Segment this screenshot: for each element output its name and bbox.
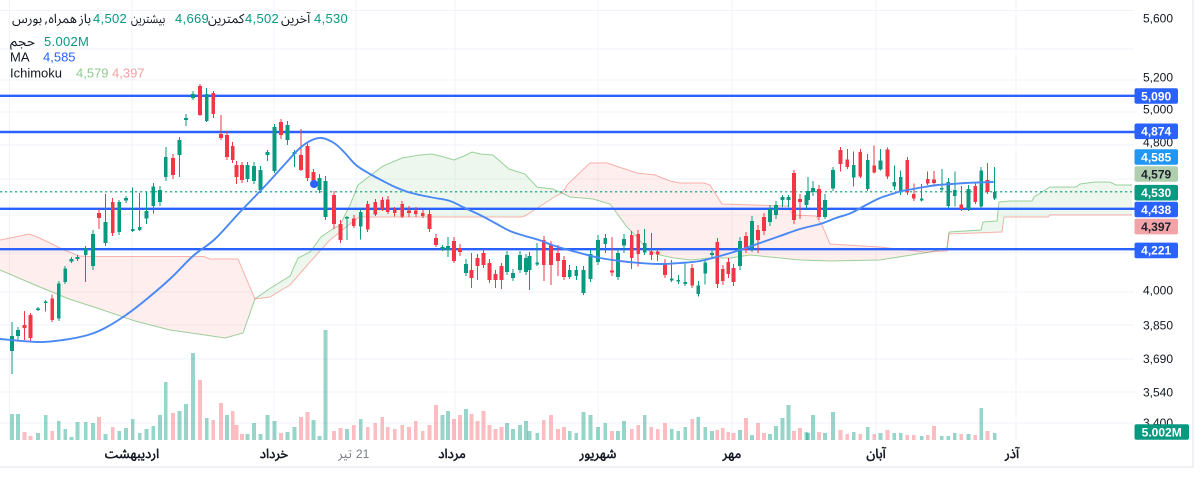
svg-text:MA: MA: [10, 50, 30, 65]
svg-text:4,502: 4,502: [93, 11, 127, 26]
svg-text:4,874: 4,874: [1141, 125, 1171, 139]
svg-text:4,530: 4,530: [314, 11, 348, 26]
svg-text:5,000: 5,000: [1143, 102, 1173, 116]
svg-text:5,090: 5,090: [1141, 89, 1171, 103]
svg-text:3,850: 3,850: [1143, 319, 1173, 333]
svg-text:4,438: 4,438: [1141, 203, 1171, 217]
svg-text:4,579: 4,579: [1141, 167, 1171, 181]
svg-text:4,502: 4,502: [245, 11, 279, 26]
svg-text:21: 21: [356, 447, 370, 461]
svg-text:3,690: 3,690: [1143, 352, 1173, 366]
svg-text:4,397: 4,397: [112, 66, 145, 81]
svg-text:4,221: 4,221: [1141, 244, 1171, 258]
svg-text:5,600: 5,600: [1143, 12, 1173, 26]
svg-text:4,000: 4,000: [1143, 284, 1173, 298]
svg-text:5.002M: 5.002M: [44, 34, 89, 49]
svg-text:4,585: 4,585: [43, 50, 76, 65]
svg-text:5,200: 5,200: [1143, 71, 1173, 85]
svg-text:4,585: 4,585: [1141, 150, 1171, 164]
svg-text:4,397: 4,397: [1141, 220, 1171, 234]
svg-text:4,530: 4,530: [1141, 186, 1171, 200]
svg-text:5.002M: 5.002M: [1142, 425, 1182, 439]
svg-text:4,579: 4,579: [76, 66, 109, 81]
svg-text:Ichimoku: Ichimoku: [10, 66, 62, 81]
svg-text:4,669: 4,669: [175, 11, 209, 26]
svg-text:3,540: 3,540: [1143, 386, 1173, 400]
